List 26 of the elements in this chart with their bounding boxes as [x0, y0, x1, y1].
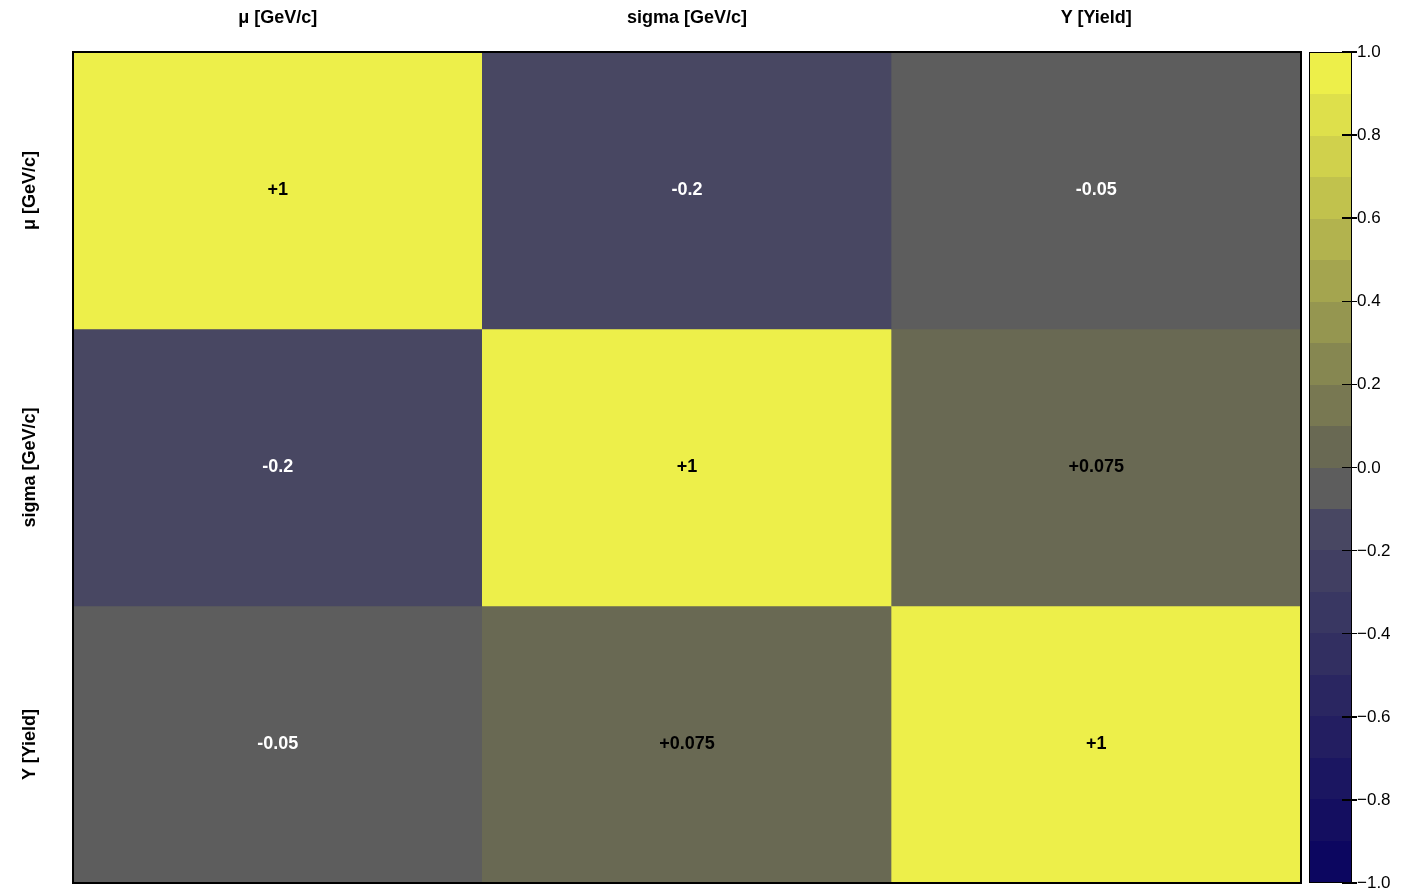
y-tick-label: Y [Yield] — [18, 708, 39, 781]
x-tick-label: sigma [GeV/c] — [626, 6, 748, 27]
data-label: +1 — [676, 456, 698, 477]
color-bar-label: 1.0 — [1357, 42, 1381, 62]
color-bar-label: 0.0 — [1357, 457, 1381, 478]
data-label: +1 — [1086, 733, 1107, 754]
y-tick-label: sigma [GeV/c] — [18, 407, 39, 528]
color-bar-label: −0.6 — [1357, 706, 1391, 727]
color-bar-label: 0.8 — [1357, 125, 1381, 146]
color-bar-label: −0.2 — [1357, 540, 1391, 561]
x-tick-label: Y [Yield] — [1060, 6, 1132, 27]
data-label: -0.05 — [257, 733, 299, 754]
y-tick-label: μ [GeV/c] — [18, 150, 39, 231]
data-label: +0.075 — [1068, 456, 1125, 477]
color-bar-label: −0.8 — [1357, 789, 1391, 810]
data-label: -0.2 — [671, 179, 703, 200]
x-tick-label: μ [GeV/c] — [238, 6, 318, 27]
color-bar-label: −1.0 — [1357, 873, 1391, 893]
data-label: +0.075 — [659, 733, 715, 754]
color-bar-label: −0.4 — [1357, 623, 1391, 644]
data-label: -0.05 — [1075, 179, 1117, 200]
color-bar-label: 0.4 — [1357, 291, 1381, 312]
color-bar-label: 0.6 — [1357, 208, 1381, 229]
data-label: -0.2 — [262, 456, 294, 477]
color-bar-label: 0.2 — [1357, 374, 1381, 395]
data-label: +1 — [267, 179, 288, 200]
